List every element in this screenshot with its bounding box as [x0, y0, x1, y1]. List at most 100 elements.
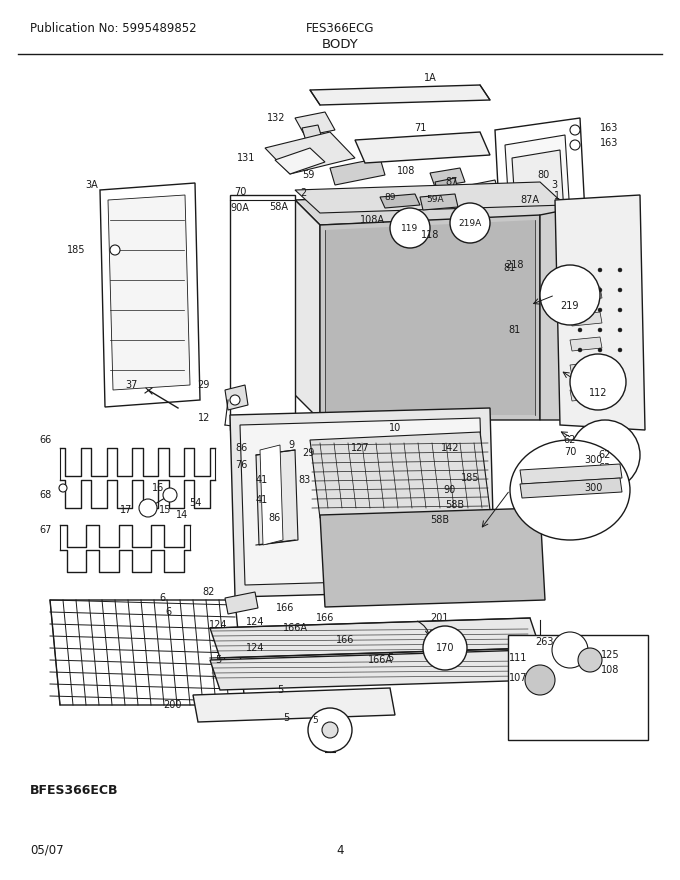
Text: 86: 86: [236, 443, 248, 453]
Polygon shape: [265, 132, 355, 174]
Polygon shape: [520, 464, 622, 484]
Polygon shape: [520, 478, 622, 498]
Polygon shape: [210, 650, 540, 690]
Text: 185: 185: [67, 245, 85, 255]
Polygon shape: [325, 220, 535, 415]
Polygon shape: [570, 312, 602, 326]
Circle shape: [598, 308, 602, 312]
Text: 5: 5: [277, 685, 283, 695]
Text: 108: 108: [601, 665, 619, 675]
Text: 3: 3: [551, 180, 557, 190]
Text: 66: 66: [39, 435, 52, 445]
Text: 68: 68: [39, 490, 52, 500]
Text: 112: 112: [589, 388, 607, 398]
Circle shape: [570, 420, 640, 490]
Polygon shape: [470, 180, 500, 203]
Text: 166: 166: [336, 635, 354, 645]
Text: 16: 16: [152, 483, 164, 493]
Circle shape: [598, 368, 602, 372]
Text: 83: 83: [299, 475, 311, 485]
Text: 6: 6: [159, 593, 165, 603]
Text: 107: 107: [509, 673, 527, 683]
Text: 29: 29: [303, 448, 315, 458]
Polygon shape: [225, 592, 258, 614]
Polygon shape: [230, 408, 495, 597]
Text: 142: 142: [441, 443, 459, 453]
Polygon shape: [193, 688, 395, 722]
Polygon shape: [505, 135, 575, 305]
Text: 170: 170: [436, 643, 454, 653]
Polygon shape: [320, 508, 545, 607]
Bar: [508, 635, 648, 740]
Text: 63: 63: [599, 463, 611, 473]
Text: 124: 124: [245, 617, 265, 627]
Polygon shape: [295, 112, 335, 136]
Circle shape: [570, 140, 580, 150]
Text: 5: 5: [215, 655, 221, 665]
Polygon shape: [100, 183, 200, 407]
Text: 111: 111: [509, 653, 527, 663]
Text: 185: 185: [461, 473, 479, 483]
Polygon shape: [430, 168, 465, 187]
Circle shape: [450, 203, 490, 243]
Text: 15: 15: [159, 505, 171, 515]
Polygon shape: [275, 148, 325, 174]
Text: 219: 219: [561, 301, 579, 311]
Text: 201: 201: [430, 613, 449, 623]
Text: 12: 12: [198, 413, 210, 423]
Text: 5: 5: [312, 715, 318, 724]
Circle shape: [308, 708, 352, 752]
Circle shape: [570, 125, 580, 135]
Circle shape: [618, 368, 622, 372]
Text: 163: 163: [600, 138, 618, 148]
Text: BFES366ECB: BFES366ECB: [30, 783, 118, 796]
Text: 41: 41: [256, 475, 268, 485]
Circle shape: [59, 484, 67, 492]
Text: 127: 127: [351, 443, 369, 453]
Text: 17: 17: [120, 505, 132, 515]
Text: 163: 163: [600, 123, 618, 133]
Text: 218: 218: [506, 260, 524, 270]
Text: 59A: 59A: [426, 194, 444, 203]
Circle shape: [578, 368, 582, 372]
Text: 6: 6: [165, 607, 171, 617]
Polygon shape: [210, 618, 540, 658]
Text: 3A: 3A: [85, 180, 98, 190]
Polygon shape: [555, 282, 582, 303]
Circle shape: [578, 388, 582, 392]
Text: 166: 166: [316, 613, 334, 623]
Text: 76: 76: [236, 460, 248, 470]
Text: 9: 9: [289, 440, 295, 450]
Text: 166A: 166A: [367, 655, 392, 665]
Polygon shape: [420, 194, 458, 210]
Circle shape: [578, 328, 582, 332]
Text: 71: 71: [414, 123, 426, 133]
Polygon shape: [570, 362, 602, 376]
Circle shape: [578, 288, 582, 292]
Circle shape: [578, 308, 582, 312]
Text: 87: 87: [445, 177, 458, 187]
Polygon shape: [380, 194, 420, 208]
Text: 58B: 58B: [430, 515, 449, 525]
Text: 166A: 166A: [282, 623, 307, 633]
Polygon shape: [330, 158, 385, 185]
Text: 118: 118: [421, 230, 439, 240]
Text: 119: 119: [401, 224, 419, 232]
Circle shape: [540, 265, 600, 325]
Text: 82: 82: [203, 587, 215, 597]
Text: 70: 70: [564, 447, 576, 457]
Polygon shape: [310, 85, 490, 105]
Circle shape: [618, 348, 622, 352]
Text: 58A: 58A: [269, 202, 288, 212]
Circle shape: [618, 268, 622, 272]
Circle shape: [598, 268, 602, 272]
Circle shape: [578, 268, 582, 272]
Text: 58B: 58B: [445, 500, 464, 510]
Text: FES366ECG: FES366ECG: [306, 21, 374, 34]
Text: 89: 89: [384, 193, 396, 202]
Polygon shape: [355, 132, 490, 163]
Polygon shape: [570, 387, 602, 401]
Text: 62: 62: [564, 435, 576, 445]
Polygon shape: [240, 418, 485, 585]
Text: 263: 263: [536, 637, 554, 647]
